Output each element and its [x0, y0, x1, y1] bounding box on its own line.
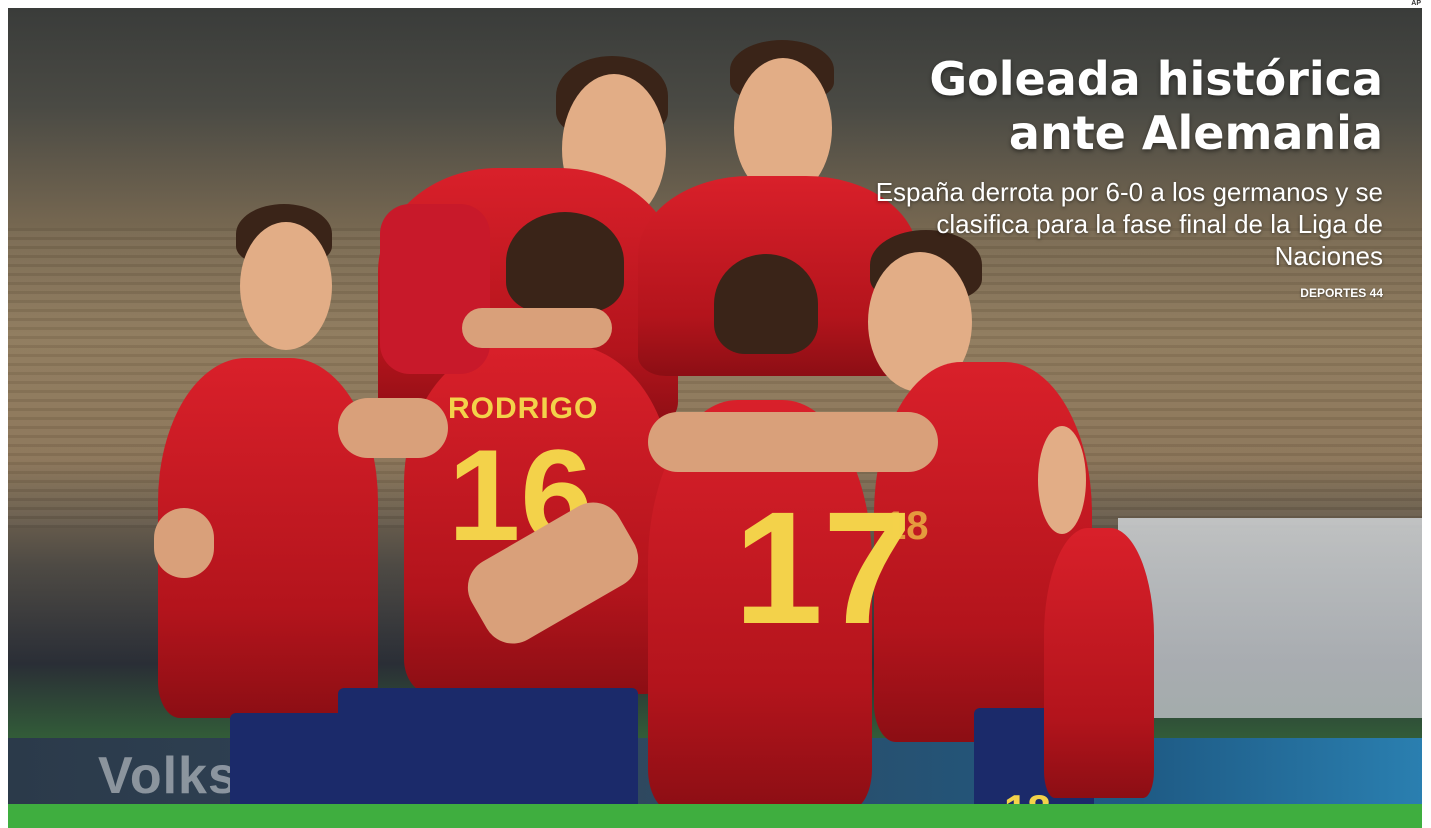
headline-line-2: ante Alemania [1008, 106, 1383, 160]
player-arm [338, 398, 448, 458]
stadium-banner [1118, 518, 1422, 718]
jersey-number-18-partial: 18 [884, 504, 929, 548]
section-reference: DEPORTES 44 [1300, 286, 1383, 300]
headline-line-1: Goleada histórica [929, 52, 1383, 106]
celebration-photo: Volkswa RODRIGO 16 [8, 8, 1422, 828]
pitch-grass [8, 804, 1422, 828]
headline: Goleada histórica ante Alemania [929, 52, 1383, 160]
player-arm [380, 204, 490, 374]
subheadline: España derrota por 6-0 a los germanos y … [875, 177, 1383, 271]
jersey-name: RODRIGO [448, 392, 599, 425]
player-arm [648, 412, 938, 472]
player-arm [462, 308, 612, 348]
jersey-number-17: 17 [734, 478, 912, 657]
photo-credit: AP [1411, 0, 1421, 7]
